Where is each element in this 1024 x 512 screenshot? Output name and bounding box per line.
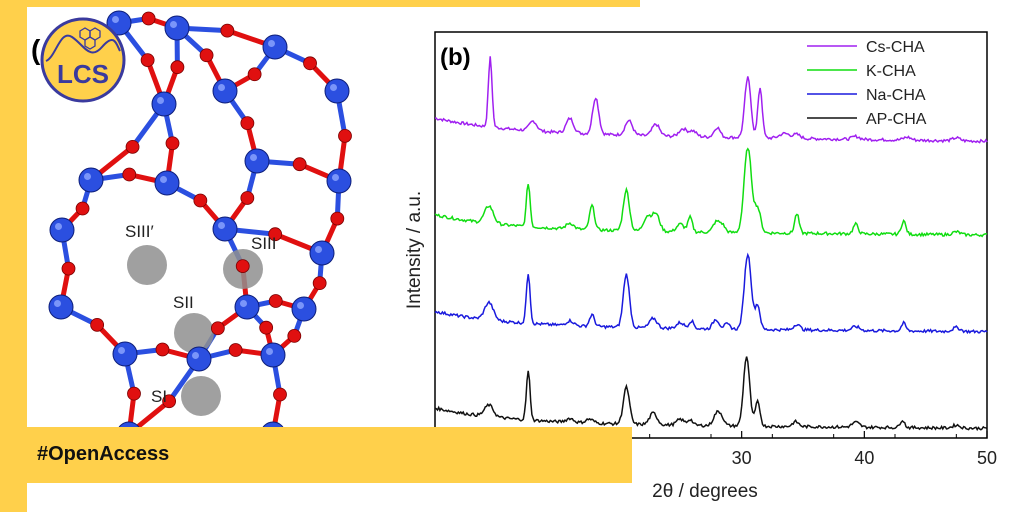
silicon-atom [244,148,270,174]
site-label-si: SI [151,387,167,406]
x-tick-label: 30 [732,448,752,468]
oxygen-atom [193,193,208,208]
silicon-atoms [48,10,352,427]
panel-a-label: ( [31,34,41,65]
silicon-atom [212,216,238,242]
logo-text: LCS [57,59,109,89]
oxygen-atom [303,56,317,71]
legend-label: Cs-CHA [866,39,925,56]
silicon-atom [106,10,132,36]
legend-label: Na-CHA [866,87,926,104]
silicon-atom [112,341,138,367]
oxygen-atom [312,276,327,291]
cation-site-marker [127,245,167,285]
oxygen-atom [90,317,105,332]
silicon-atom [324,78,350,104]
oxygen-atom [273,387,287,402]
oxygen-atom [162,394,177,409]
silicon-atom [260,342,286,368]
logo-wave-icon [45,34,121,62]
silicon-atom [118,421,140,427]
oxygen-atom [287,329,302,343]
top-accent-strip [0,0,640,7]
site-label-siii: SIII [251,234,277,253]
silicon-atom [48,294,74,320]
x-axis-label: 2θ / degrees [652,481,758,502]
oxygen-atom [235,259,250,273]
oxygen-atom [268,227,283,242]
logo-molecule-icon [79,27,101,50]
oxygen-atom [292,157,307,172]
oxygen-atom [240,116,255,130]
oxygen-atom [122,167,137,182]
oxygen-atom [165,136,180,151]
silicon-atom [212,78,238,104]
series-line-na-cha [434,252,988,335]
silicon-atom [262,421,284,427]
oxygen-atoms [61,11,352,409]
panel-b-label: (b) [440,44,471,71]
oxygen-atom [127,386,141,401]
cha-framework-structure: ( SIII′ SIII SII SI [31,10,352,427]
series-line-cs-cha [435,56,988,144]
silicon-atom [49,217,75,243]
oxygen-atom [268,294,283,308]
silicon-atom [291,296,317,322]
site-labels: SIII′ SIII SII SI [125,222,277,406]
silicon-atom [78,167,104,193]
oxygen-atom [75,201,90,216]
series-line-k-cha [434,147,988,238]
site-label-sii: SII [173,293,194,312]
oxygen-atom [170,60,185,75]
oxygen-atom [155,342,170,357]
oxygen-atom [330,211,345,226]
oxygen-atom [220,23,235,38]
y-axis-label: Intensity / a.u. [404,191,425,309]
silicon-atom [164,15,190,41]
oxygen-atom [199,48,214,63]
oxygen-atom [61,261,76,276]
x-tick-label: 40 [854,448,874,468]
oxygen-atom [259,320,274,335]
oxygen-atom [141,11,156,26]
open-access-text: #OpenAccess [37,443,170,465]
left-accent-bar [0,0,27,512]
legend-label: K-CHA [866,63,916,80]
x-tick-label: 50 [977,448,997,468]
oxygen-atom [228,343,243,357]
silicon-atom [326,168,352,194]
open-access-banner: #OpenAccess [27,427,632,483]
silicon-atom [309,240,335,266]
legend: Cs-CHA K-CHA Na-CHA AP-CHA [807,39,927,128]
silicon-atom [262,34,288,60]
lcs-logo: LCS [40,17,126,103]
silicon-atom [234,294,260,320]
cation-site-marker [174,313,214,353]
oxygen-atom [140,53,155,68]
silicon-atom [151,91,177,117]
cation-site-marker [181,376,221,416]
series-line-ap-cha [434,356,988,432]
oxygen-atom [240,191,255,205]
oxygen-atom [125,139,140,154]
oxygen-atom [247,67,262,82]
xrd-chart: 30 40 50 (b) Intensity / a.u. 2θ / degrees… [404,31,997,502]
oxygen-atom [338,128,352,143]
legend-label: AP-CHA [866,111,927,128]
oxygen-atom [210,321,225,336]
site-label-siii-prime: SIII′ [125,222,154,241]
silicon-atom [186,346,212,372]
series-lines [434,56,988,432]
silicon-atom [154,170,180,196]
